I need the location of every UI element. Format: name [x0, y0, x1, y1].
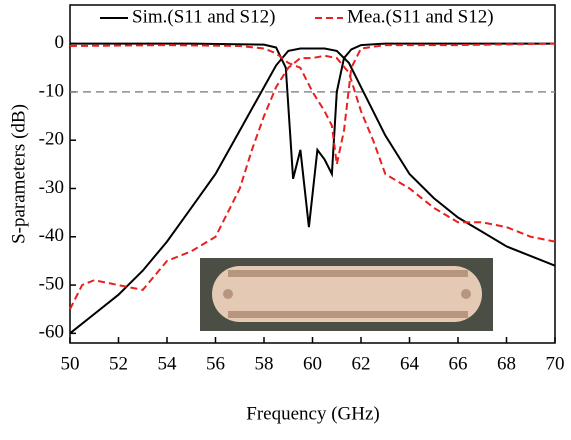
- series-line: [69, 54, 556, 310]
- y-tick-label: -60: [39, 322, 64, 343]
- y-tick-label: -10: [39, 80, 64, 101]
- legend-label: Mea.(S11 and S12): [347, 6, 494, 27]
- x-tick-label: 64: [400, 353, 420, 374]
- x-tick-label: 54: [158, 353, 178, 374]
- series-line: [69, 47, 556, 335]
- y-tick-label: -30: [39, 177, 64, 198]
- y-tick-label: -20: [39, 129, 64, 150]
- y-tick-label: -50: [39, 273, 64, 294]
- x-tick-label: 62: [352, 353, 371, 374]
- x-tick-label: 68: [497, 353, 516, 374]
- y-tick-label: -40: [39, 225, 64, 246]
- x-tick-label: 52: [109, 353, 128, 374]
- x-tick-label: 58: [255, 353, 274, 374]
- y-tick-label: 0: [55, 32, 65, 53]
- x-tick-label: 66: [449, 353, 468, 374]
- inset-photo: [200, 258, 493, 331]
- x-tick-label: 60: [303, 353, 322, 374]
- x-tick-label: 56: [206, 353, 225, 374]
- legend-label: Sim.(S11 and S12): [132, 6, 275, 27]
- series-line: [69, 42, 556, 165]
- x-axis-label: Frequency (GHz): [246, 403, 379, 424]
- y-axis-label: S-parameters (dB): [8, 104, 29, 244]
- series-line: [70, 42, 555, 228]
- x-tick-label: 70: [546, 353, 565, 374]
- x-tick-label: 50: [61, 353, 80, 374]
